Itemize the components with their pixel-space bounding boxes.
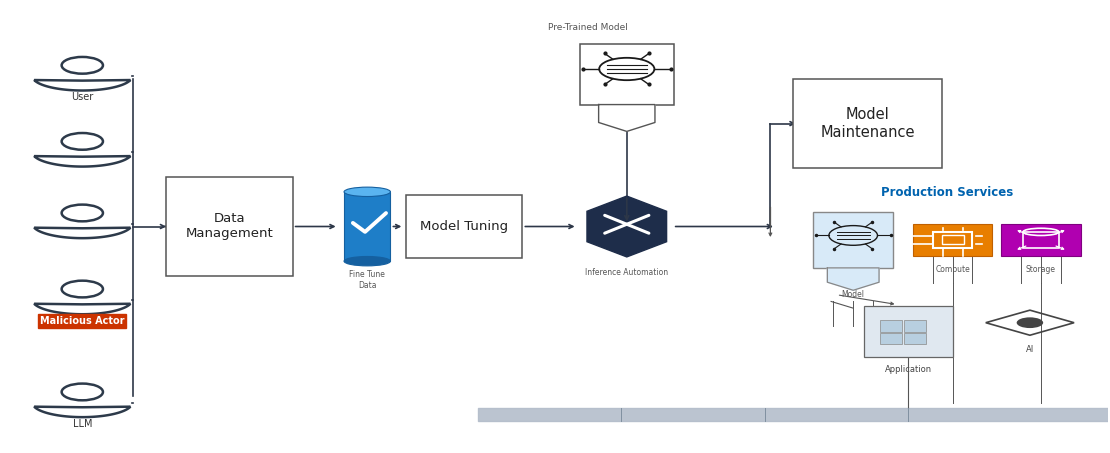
Text: Compute: Compute bbox=[936, 265, 970, 274]
Circle shape bbox=[62, 281, 103, 298]
Circle shape bbox=[62, 133, 103, 150]
FancyBboxPatch shape bbox=[912, 224, 992, 256]
Text: Inference Automation: Inference Automation bbox=[585, 268, 668, 277]
Text: Pre-Trained Model: Pre-Trained Model bbox=[548, 23, 628, 32]
Text: Model Tuning: Model Tuning bbox=[421, 220, 508, 233]
Text: Application: Application bbox=[885, 366, 932, 375]
Polygon shape bbox=[34, 156, 130, 167]
FancyBboxPatch shape bbox=[880, 320, 901, 332]
FancyBboxPatch shape bbox=[165, 177, 293, 276]
FancyBboxPatch shape bbox=[865, 306, 952, 357]
Circle shape bbox=[62, 205, 103, 222]
FancyBboxPatch shape bbox=[579, 44, 674, 105]
Text: LLM: LLM bbox=[72, 419, 92, 429]
Polygon shape bbox=[827, 268, 879, 290]
Circle shape bbox=[1017, 318, 1043, 328]
FancyBboxPatch shape bbox=[793, 79, 942, 169]
FancyBboxPatch shape bbox=[904, 320, 926, 332]
FancyBboxPatch shape bbox=[344, 192, 391, 261]
Text: Malicious Actor: Malicious Actor bbox=[40, 316, 124, 326]
Text: AI: AI bbox=[1026, 345, 1035, 354]
Polygon shape bbox=[34, 407, 130, 417]
Text: Model
Maintenance: Model Maintenance bbox=[820, 107, 915, 140]
Circle shape bbox=[599, 58, 655, 80]
Ellipse shape bbox=[344, 256, 391, 266]
FancyBboxPatch shape bbox=[406, 195, 523, 258]
Circle shape bbox=[62, 57, 103, 74]
Polygon shape bbox=[587, 196, 667, 257]
FancyBboxPatch shape bbox=[1001, 224, 1081, 256]
FancyBboxPatch shape bbox=[904, 333, 926, 344]
Circle shape bbox=[62, 384, 103, 400]
Polygon shape bbox=[34, 80, 130, 91]
Text: Data
Management: Data Management bbox=[185, 212, 273, 241]
Polygon shape bbox=[34, 304, 130, 314]
Circle shape bbox=[829, 226, 878, 245]
Text: Fine Tune
Data: Fine Tune Data bbox=[350, 270, 385, 289]
Text: Storage: Storage bbox=[1026, 265, 1056, 274]
FancyBboxPatch shape bbox=[814, 212, 892, 268]
FancyBboxPatch shape bbox=[880, 333, 901, 344]
Polygon shape bbox=[34, 228, 130, 238]
Text: User: User bbox=[71, 92, 93, 102]
Text: Model: Model bbox=[841, 290, 865, 299]
Text: Production Services: Production Services bbox=[881, 187, 1013, 199]
Ellipse shape bbox=[344, 187, 391, 197]
Polygon shape bbox=[598, 105, 655, 131]
